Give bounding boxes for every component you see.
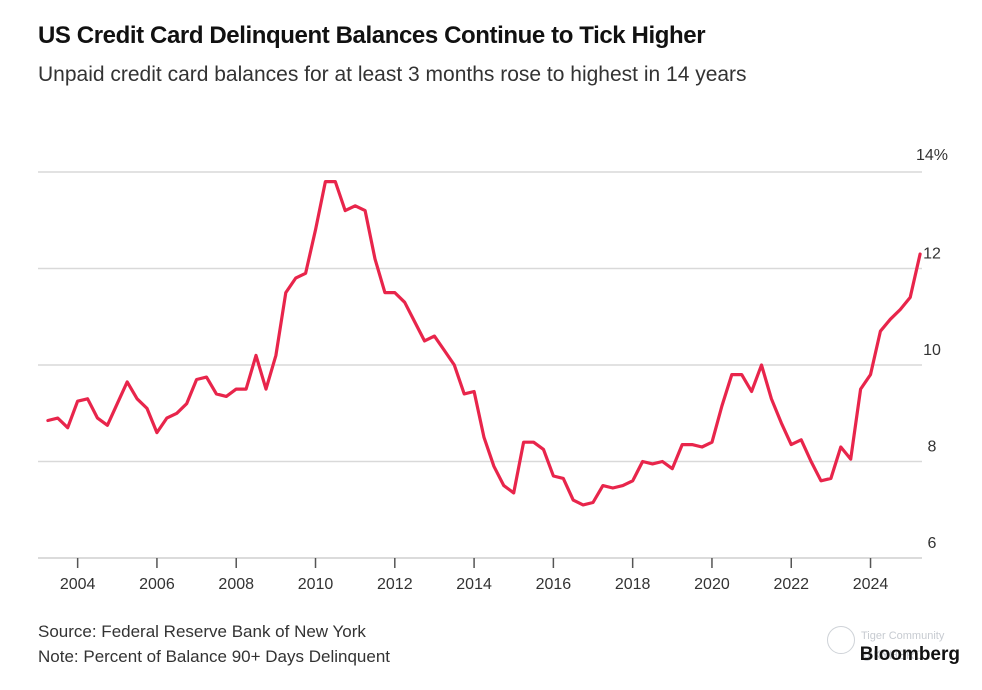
series-line-delinquent-balances <box>46 180 922 507</box>
watermark: Tiger Community @KYHBRO <box>827 618 967 678</box>
source-note: Source: Federal Reserve Bank of New York <box>38 622 366 641</box>
watermark-handle: @KYHBRO <box>861 648 924 662</box>
x-tick-label: 2006 <box>139 576 175 593</box>
bloomberg-logo: Bloomberg <box>859 644 960 665</box>
y-tick-label: 10 <box>923 342 941 359</box>
x-tick-label: 2024 <box>853 576 889 593</box>
x-tick-label: 2004 <box>60 576 96 593</box>
tiger-logo-icon <box>827 626 855 654</box>
x-tick-label: 2010 <box>298 576 334 593</box>
x-tick-label: 2022 <box>773 576 809 593</box>
x-tick-label: 2020 <box>694 576 730 593</box>
x-tick-label: 2018 <box>615 576 651 593</box>
footnote: Note: Percent of Balance 90+ Days Delinq… <box>38 647 391 666</box>
chart-title: US Credit Card Delinquent Balances Conti… <box>38 22 706 49</box>
tick-labels: 6 8 10 12 14% 2004 2006 2008 2010 2012 2014 2016 201… <box>60 147 948 593</box>
chart-subtitle: Unpaid credit card balances for at least… <box>38 63 747 86</box>
series-layer <box>46 180 922 507</box>
y-tick-label: 8 <box>928 439 937 456</box>
x-tick-label: 2008 <box>218 576 254 593</box>
x-tick-label: 2014 <box>456 576 492 593</box>
y-tick-label: 12 <box>923 246 941 263</box>
x-tick-label: 2012 <box>377 576 413 593</box>
x-tick-label: 2016 <box>536 576 572 593</box>
x-axis <box>38 557 922 568</box>
watermark-text: Tiger Community <box>861 630 945 642</box>
grid-lines <box>38 171 922 463</box>
y-tick-label: 6 <box>928 535 937 552</box>
y-tick-label: 14% <box>916 147 948 164</box>
